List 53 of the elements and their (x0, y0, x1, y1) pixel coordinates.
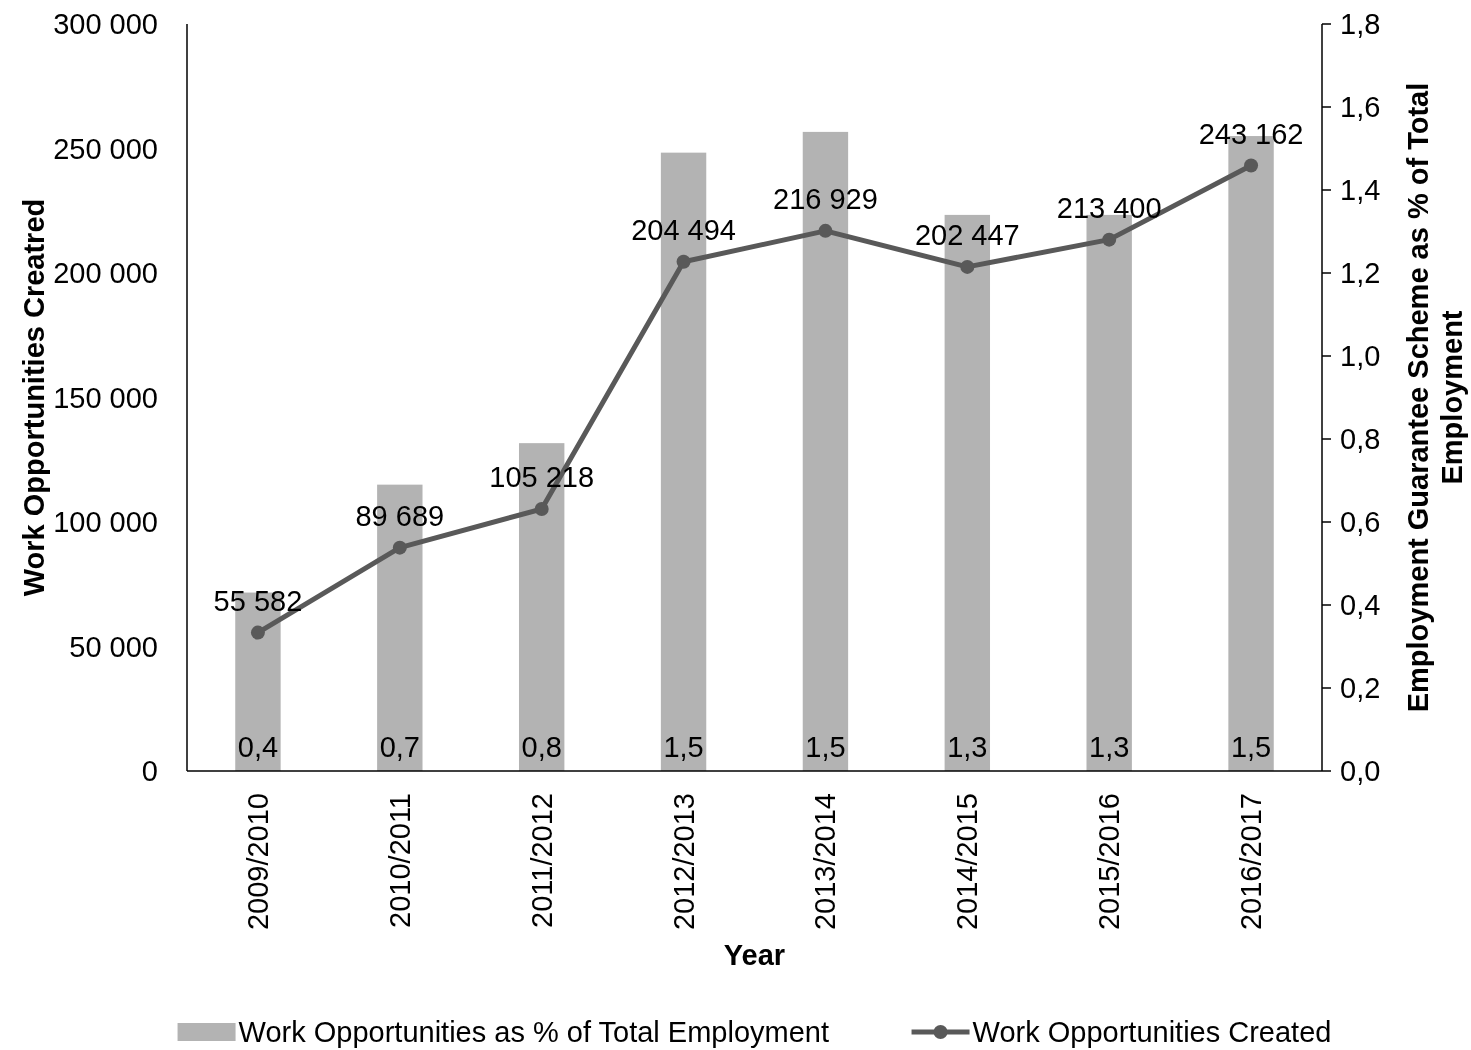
x-tick-label: 2012/2013 (667, 793, 700, 931)
y2-tick-label: 0,6 (1340, 506, 1381, 538)
point (392, 540, 407, 555)
y2-tick-label: 1,4 (1340, 174, 1381, 206)
y-tick-label: 150 000 (53, 381, 158, 414)
x-tick-label: 2011/2012 (525, 793, 558, 928)
data-label: 213 400 (1056, 191, 1162, 224)
y2-tick-label: 0,0 (1340, 755, 1381, 787)
data-label: 243 162 (1198, 117, 1304, 150)
data-label: 0,8 (521, 731, 562, 763)
y-axis-title: Work Opportunities Creatred (18, 198, 50, 597)
x-tick-label: 2009/2010 (241, 793, 274, 931)
point (250, 625, 265, 640)
point (818, 223, 833, 238)
point (960, 259, 975, 274)
y-tick-label: 0 (141, 755, 158, 787)
point (676, 254, 691, 269)
point (1102, 232, 1117, 247)
y-tick-label: 200 000 (53, 257, 158, 289)
point (1244, 158, 1259, 173)
data-label: 1,3 (1089, 731, 1130, 763)
y-tick-label: 50 000 (69, 630, 158, 663)
y-tick-label: 300 000 (53, 8, 158, 40)
x-axis-title: Year (723, 939, 786, 971)
point (534, 502, 549, 516)
data-label: 1,3 (947, 731, 988, 763)
y2-tick-label: 1,8 (1340, 8, 1381, 40)
data-label: 1,5 (1230, 731, 1272, 763)
y2-tick-label: 0,8 (1340, 423, 1381, 455)
data-label: 1,5 (663, 731, 704, 763)
y-tick-label: 250 000 (53, 132, 158, 165)
data-label: 55 582 (213, 584, 303, 617)
x-tick-label: 2015/2016 (1093, 793, 1126, 931)
data-label: 0,4 (237, 731, 279, 763)
y2-tick-label: 0,4 (1340, 589, 1381, 621)
data-label: 1,5 (805, 731, 846, 763)
data-label: 202 447 (914, 218, 1020, 251)
legend-label: Work Opportunities as % of Total Employment (238, 1016, 830, 1048)
x-tick-label: 2013/2014 (809, 793, 842, 931)
data-label: 0,7 (379, 731, 420, 763)
x-tick-label: 2010/2011 (383, 793, 416, 928)
data-label: 216 929 (773, 182, 878, 215)
y-tick-label: 100 000 (53, 506, 158, 538)
y2-axis-title: Employment Guarantee Scheme as % of Total Employment (1402, 82, 1468, 713)
data-label: 204 494 (631, 213, 736, 246)
legend-label: Work Opportunities Created (972, 1016, 1332, 1048)
x-tick-label: 2014/2015 (951, 793, 984, 931)
y2-tick-label: 1,2 (1340, 257, 1381, 289)
data-label: 89 689 (355, 499, 445, 532)
y2-tick-label: 1,6 (1340, 91, 1381, 123)
y2-tick-label: 0,2 (1340, 672, 1381, 704)
y2-tick-label: 1,0 (1340, 340, 1381, 372)
x-tick-label: 2016/2017 (1235, 793, 1268, 931)
